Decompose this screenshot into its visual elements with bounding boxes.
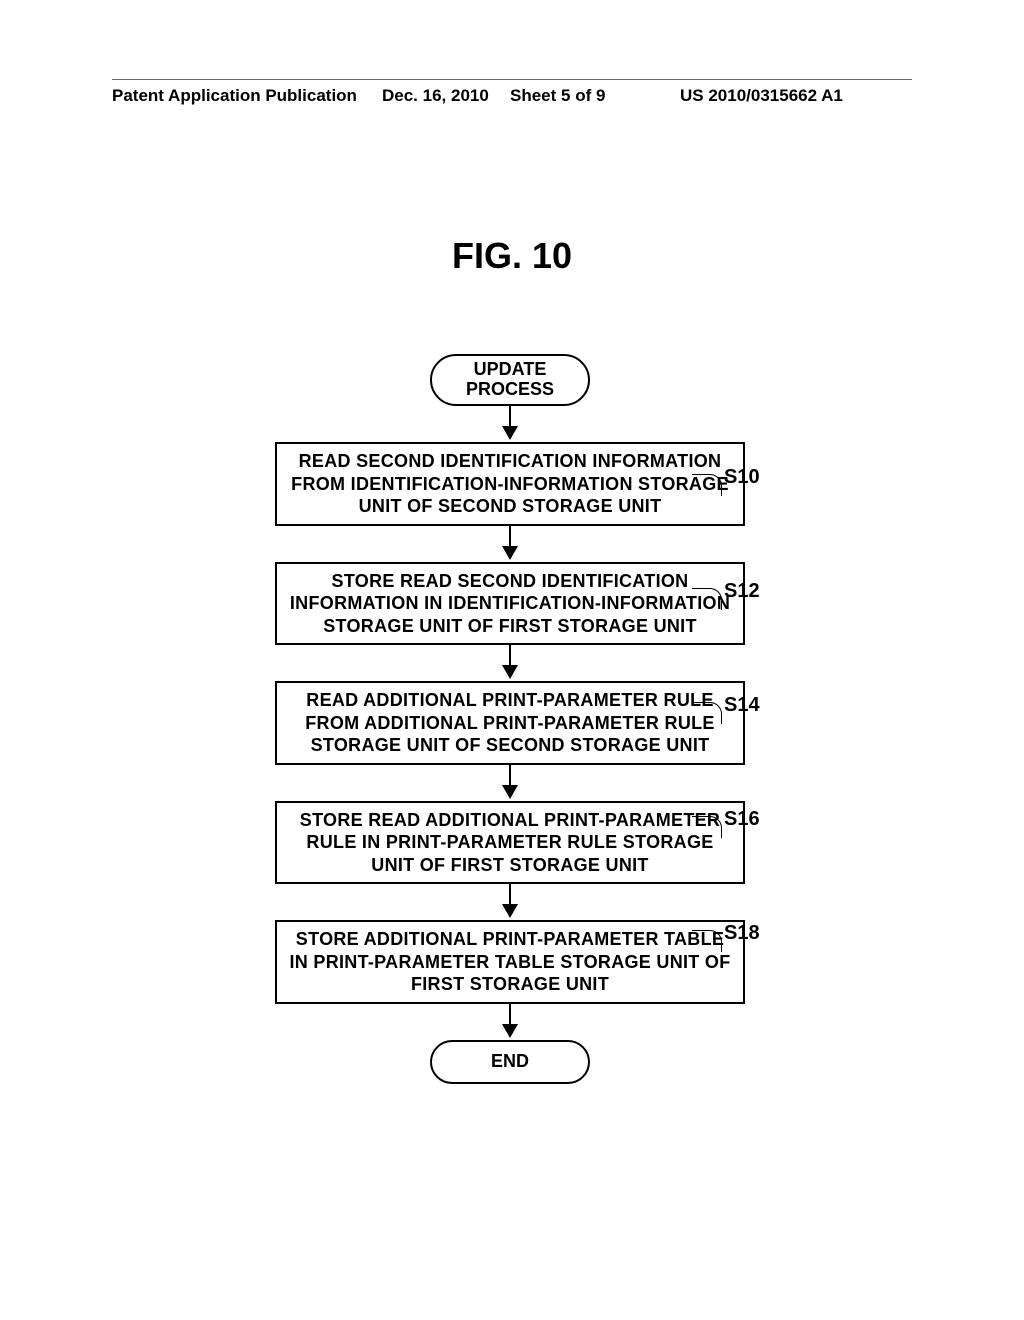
arrow [210,765,810,801]
process-step: READ ADDITIONAL PRINT-PARAMETER RULE FRO… [275,681,745,765]
step-label: S10 [724,466,760,489]
header-pub-label: Patent Application Publication [112,86,357,106]
step-label: S14 [724,694,760,717]
header-date: Dec. 16, 2010 [382,86,489,106]
step-label: S16 [724,808,760,831]
header-sheet: Sheet 5 of 9 [510,86,605,106]
arrow [210,645,810,681]
arrow [210,1004,810,1040]
process-step: READ SECOND IDENTIFICATION INFORMATION F… [275,442,745,526]
step-label-tick [692,588,722,610]
step-label-tick [692,816,722,838]
terminator-start-text: UPDATE PROCESS [466,360,554,400]
header-pubnum: US 2010/0315662 A1 [680,86,843,106]
step-label: S18 [724,922,760,945]
process-step-text: READ ADDITIONAL PRINT-PARAMETER RULE FRO… [305,690,714,755]
arrow [210,406,810,442]
step-label-tick [692,930,722,952]
terminator-start: UPDATE PROCESS [430,354,590,406]
step-label-tick [692,702,722,724]
process-step-text: READ SECOND IDENTIFICATION INFORMATION F… [291,451,729,516]
process-step-text: STORE ADDITIONAL PRINT-PARAMETER TABLE I… [289,929,730,994]
figure-title: FIG. 10 [452,235,572,277]
process-step: STORE READ SECOND IDENTIFICATION INFORMA… [275,562,745,646]
terminator-end: END [430,1040,590,1084]
arrow [210,884,810,920]
process-step: STORE READ ADDITIONAL PRINT-PARAMETER RU… [275,801,745,885]
terminator-end-text: END [491,1052,529,1072]
step-label: S12 [724,580,760,603]
process-step-text: STORE READ ADDITIONAL PRINT-PARAMETER RU… [300,810,720,875]
arrow [210,526,810,562]
process-step: STORE ADDITIONAL PRINT-PARAMETER TABLE I… [275,920,745,1004]
page-top-rule [112,79,912,80]
process-step-text: STORE READ SECOND IDENTIFICATION INFORMA… [290,571,730,636]
step-label-tick [692,474,722,496]
